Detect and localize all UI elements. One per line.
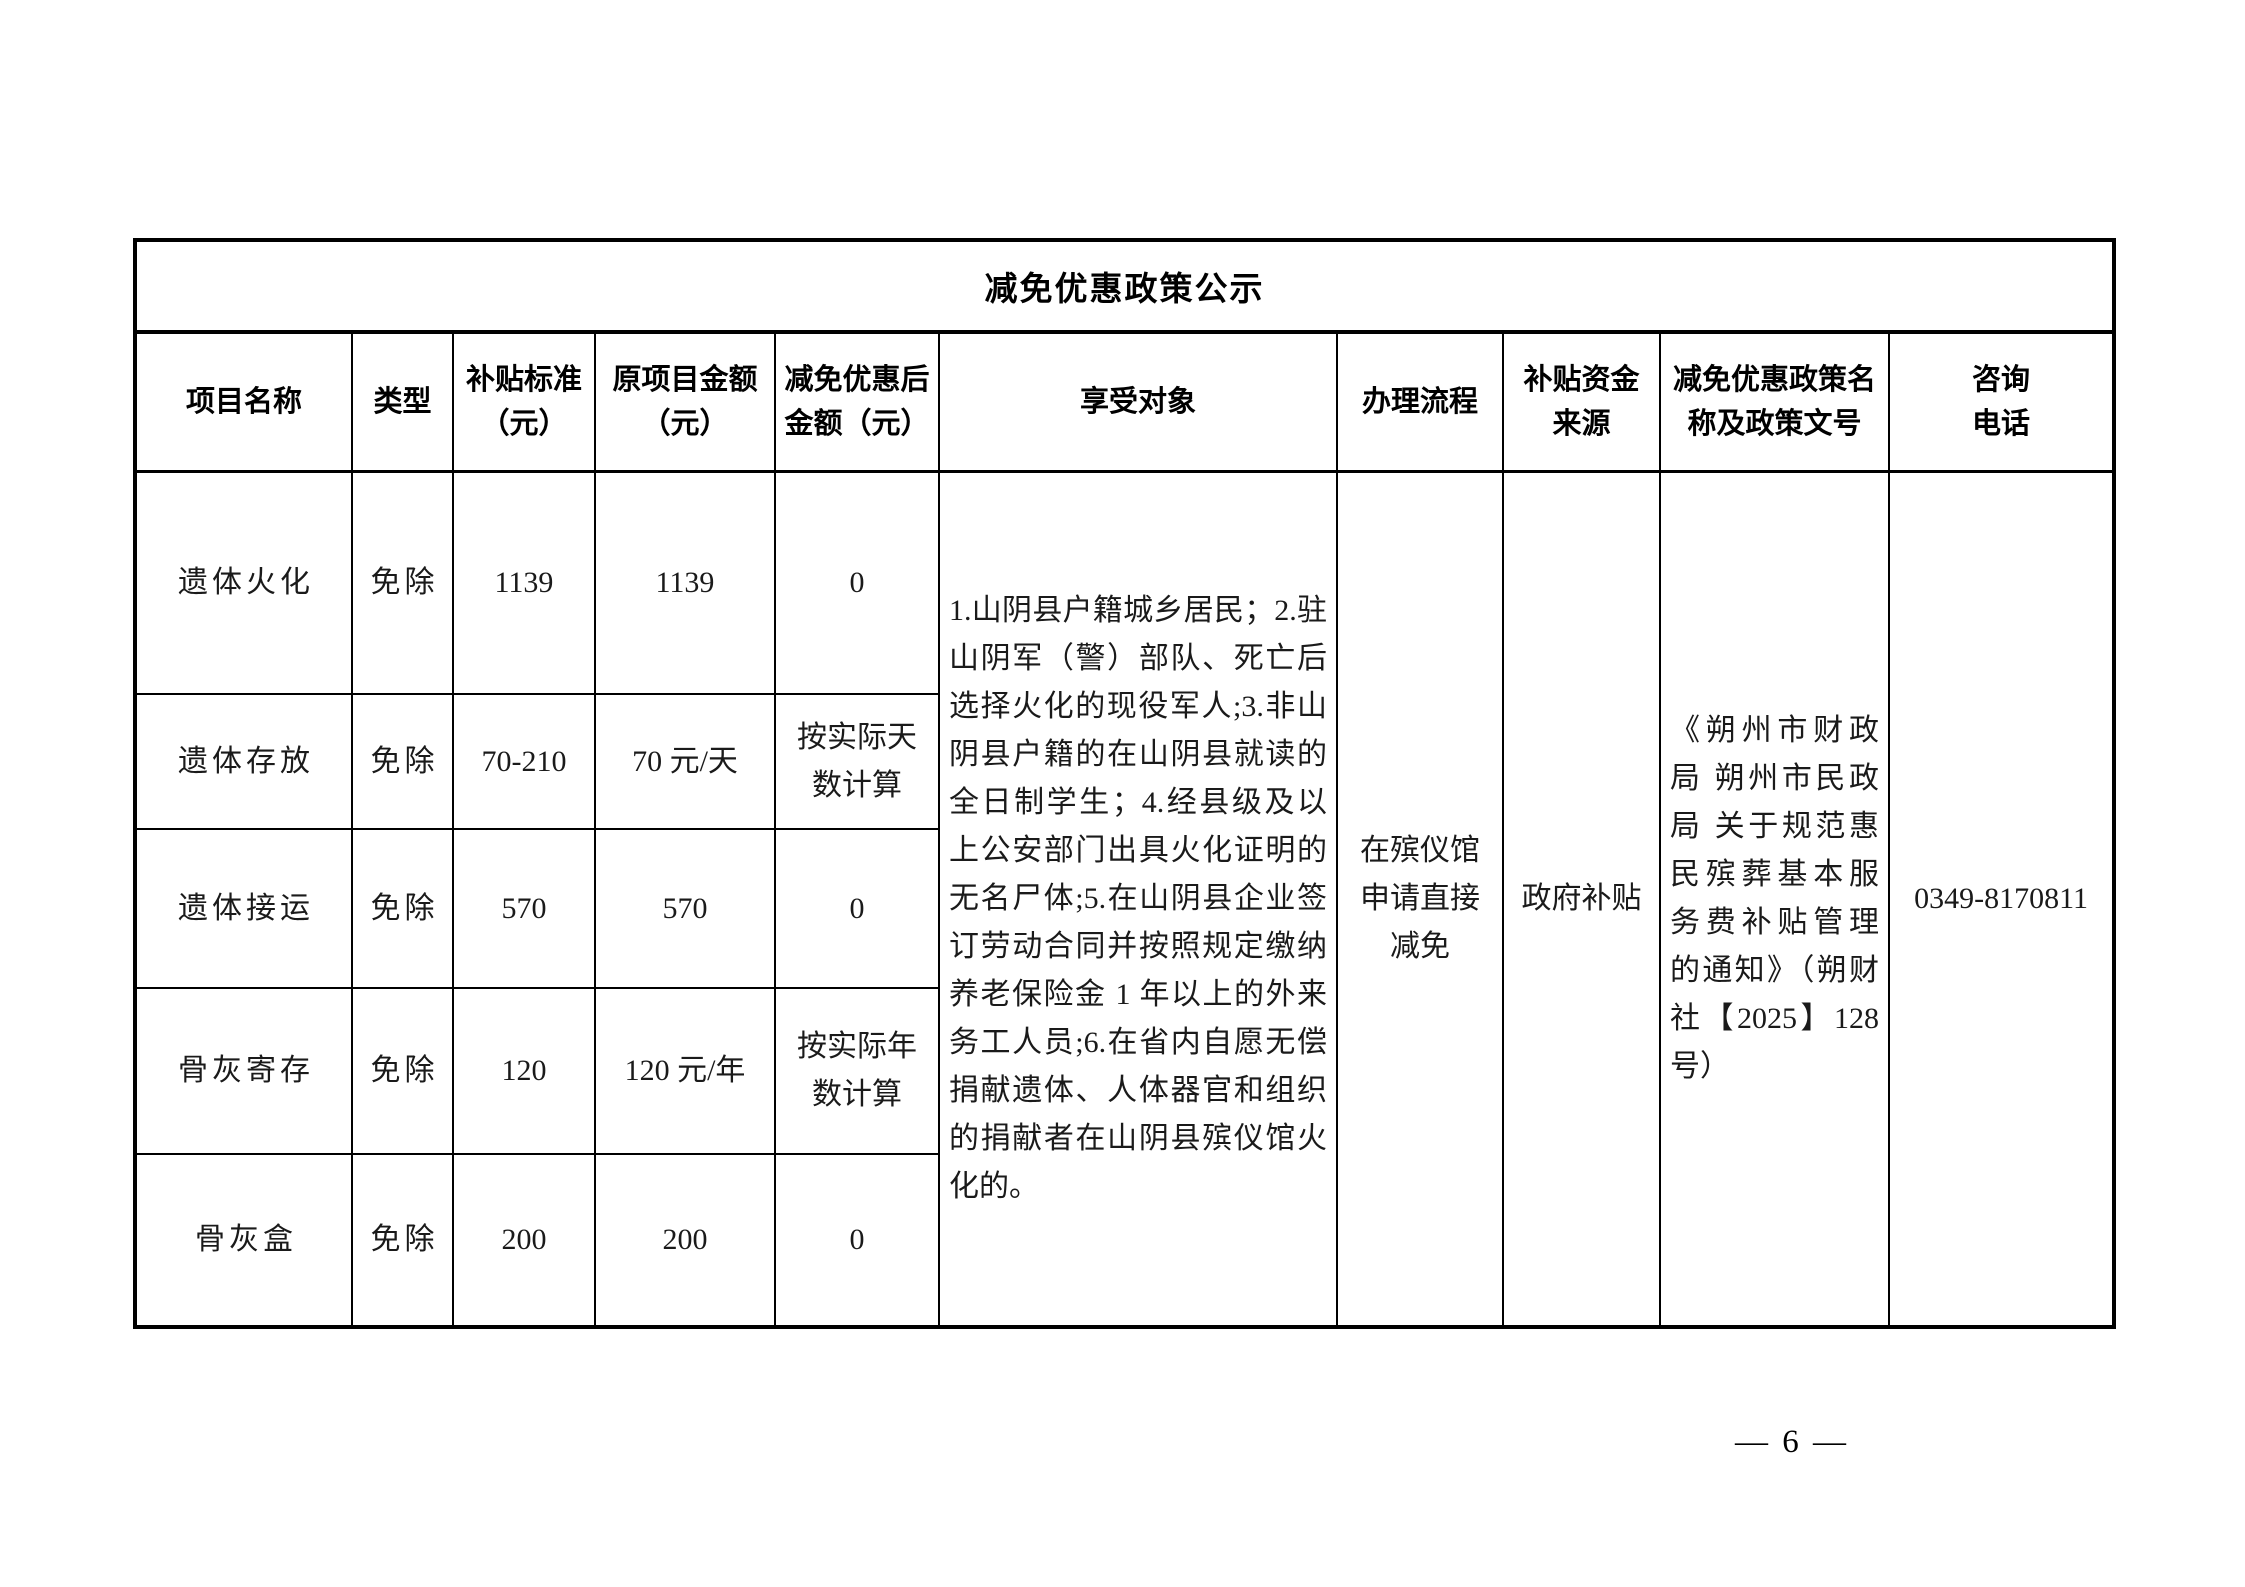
cell-type: 免除 (351, 987, 454, 1155)
cell-amount-after: 按实际天数计算 (774, 693, 940, 830)
table-title: 减免优惠政策公示 (133, 239, 2116, 334)
table-row: 骨灰盒 免除 200 200 0 (134, 1153, 2114, 1328)
cell-project-name: 遗体火化 (134, 470, 353, 695)
cell-subsidy-standard: 200 (452, 1153, 596, 1328)
header-fund-source: 补贴资金来源 (1502, 331, 1661, 473)
cell-project-name: 遗体存放 (134, 693, 353, 830)
page-number: — 6 — (1735, 1424, 1849, 1460)
header-type: 类型 (351, 331, 454, 473)
cell-original-amount: 70 元/天 (594, 693, 776, 830)
header-phone-label: 咨询电话 (1972, 363, 2031, 440)
cell-phone: 0349-8170811 (1887, 470, 2116, 1328)
cell-amount-after: 0 (774, 828, 940, 989)
cell-type: 免除 (351, 693, 454, 830)
header-project-name: 项目名称 (134, 331, 353, 473)
header-process: 办理流程 (1336, 331, 1504, 473)
cell-project-name: 骨灰寄存 (134, 987, 353, 1155)
cell-original-amount: 120 元/年 (594, 987, 776, 1155)
table-row: 遗体火化 免除 1139 1139 0 1.山阴县户籍城乡居民；2.驻山阴军（警… (134, 470, 2116, 1328)
header-subsidy-standard: 补贴标准（元） (452, 331, 596, 473)
policy-table: 减免优惠政策公示 项目名称 类型 补贴标准（元） 原项目金额（元） 减免优惠后金… (133, 238, 2117, 1329)
cell-amount-after: 0 (774, 1153, 940, 1328)
header-beneficiaries: 享受对象 (938, 331, 1338, 473)
cell-original-amount: 1139 (594, 470, 776, 695)
cell-project-name: 遗体接运 (134, 828, 353, 989)
cell-subsidy-standard: 70-210 (452, 693, 596, 830)
cell-subsidy-standard: 120 (452, 987, 596, 1155)
table-row: 遗体存放 免除 70-210 70 元/天 按实际天数计算 (134, 693, 2114, 830)
cell-type: 免除 (351, 1153, 454, 1328)
cell-policy-document: 《朔州市财政局 朔州市民政局 关于规范惠民殡葬基本服务费补贴管理的通知》（朔财社… (1659, 470, 1890, 1328)
cell-process: 在殡仪馆申请直接减免 (1336, 470, 1504, 1328)
cell-project-name: 骨灰盒 (134, 1153, 353, 1328)
cell-original-amount: 200 (594, 1153, 776, 1328)
cell-beneficiaries: 1.山阴县户籍城乡居民；2.驻山阴军（警）部队、死亡后选择火化的现役军人;3.非… (938, 470, 1338, 1328)
cell-amount-after: 按实际年数计算 (774, 987, 940, 1155)
header-phone: 咨询电话 (1887, 331, 2116, 473)
cell-type: 免除 (351, 470, 454, 695)
cell-type: 免除 (351, 828, 454, 989)
cell-amount-after: 0 (774, 470, 940, 695)
table-row: 骨灰寄存 免除 120 120 元/年 按实际年数计算 (134, 987, 2114, 1155)
header-amount-after: 减免优惠后金额（元） (774, 331, 940, 473)
header-policy-document: 减免优惠政策名称及政策文号 (1659, 331, 1890, 473)
table-header-row: 项目名称 类型 补贴标准（元） 原项目金额（元） 减免优惠后金额（元） 享受对象… (134, 331, 2116, 473)
cell-subsidy-standard: 570 (452, 828, 596, 989)
cell-fund-source: 政府补贴 (1502, 470, 1661, 1328)
header-original-amount: 原项目金额（元） (594, 331, 776, 473)
table-row: 遗体接运 免除 570 570 0 (134, 828, 2114, 989)
cell-original-amount: 570 (594, 828, 776, 989)
table-title-row: 减免优惠政策公示 (133, 239, 2116, 334)
cell-subsidy-standard: 1139 (452, 470, 596, 695)
